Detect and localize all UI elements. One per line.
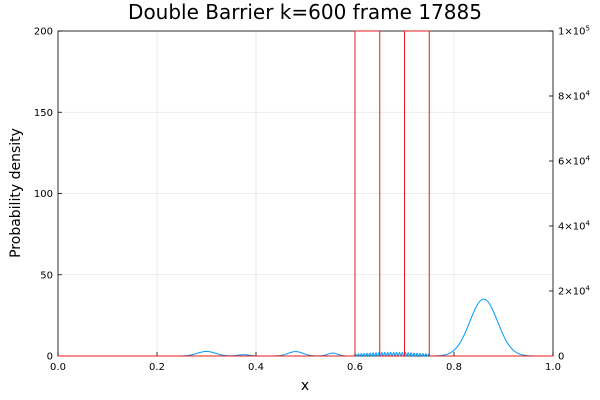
x-tick-label: 0.2: [149, 362, 165, 373]
y2-tick-label: 8×104: [558, 90, 590, 103]
y-tick-label: 50: [40, 270, 53, 281]
right-y-axis-ticks: 0 2×104 4×104 6×104 8×104 1×105: [549, 25, 590, 363]
chart-title: Double Barrier k=600 frame 17885: [128, 0, 482, 24]
y-tick-label: 150: [34, 108, 53, 119]
x-tick-label: 0.6: [347, 362, 363, 373]
y2-tick-label: 1×105: [558, 25, 590, 38]
wavefunction-density-line: [58, 298, 553, 357]
y2-tick-label: 2×104: [558, 285, 590, 298]
y-tick-label: 200: [34, 27, 53, 38]
x-tick-label: 0.8: [446, 362, 462, 373]
barrier-potential-line: [58, 30, 553, 357]
x-axis-label: x: [301, 378, 309, 394]
y2-tick-label: 0: [558, 352, 564, 363]
y-tick-label: 100: [34, 189, 53, 200]
grid: [57, 30, 554, 357]
x-tick-label: 0.4: [248, 362, 264, 373]
y-axis-label: Probability density: [8, 128, 24, 258]
x-tick-label: 0.0: [50, 362, 66, 373]
y-axis-ticks: 0 50 100 150 200: [34, 27, 62, 363]
x-axis-ticks: 0.0 0.2 0.4 0.6 0.8 1.0: [50, 352, 561, 373]
y2-tick-label: 6×104: [558, 155, 590, 168]
x-tick-label: 1.0: [545, 362, 561, 373]
series-layer: [58, 30, 553, 357]
y-tick-label: 0: [47, 352, 53, 363]
y2-tick-label: 4×104: [558, 220, 590, 233]
